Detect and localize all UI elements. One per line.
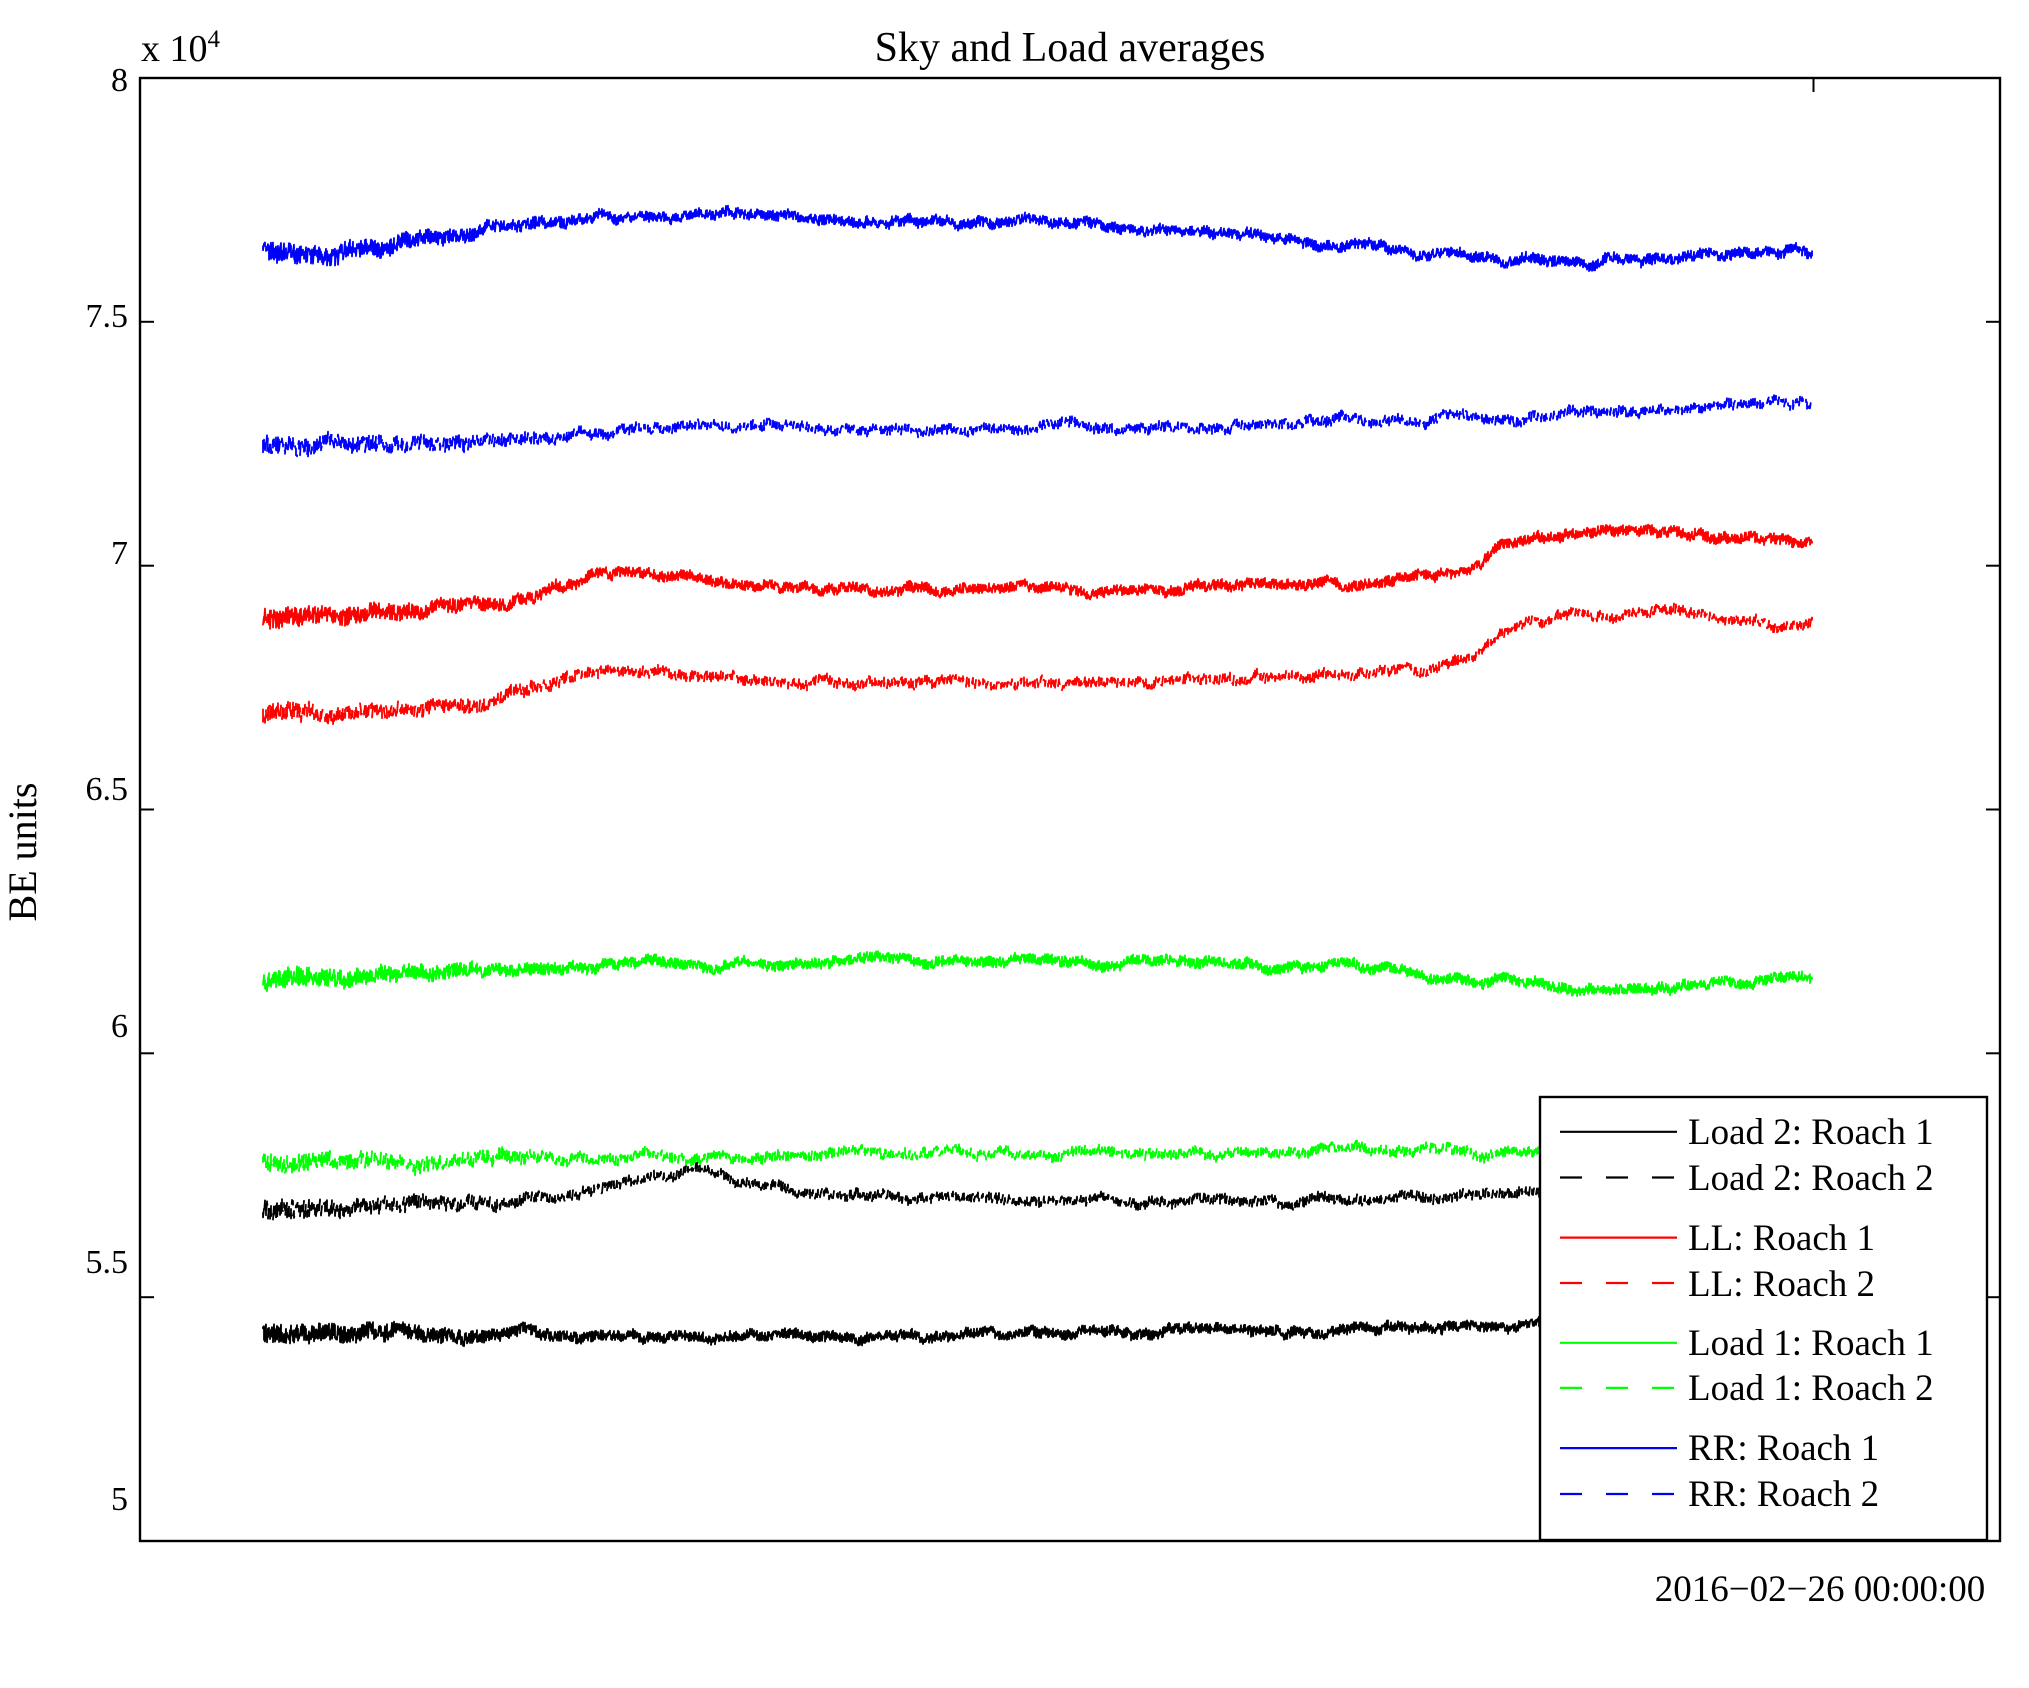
svg-text:6.5: 6.5 [86, 771, 129, 808]
svg-text:5: 5 [111, 1481, 128, 1518]
svg-text:LL: Roach 2: LL: Roach 2 [1688, 1264, 1875, 1305]
svg-text:5.5: 5.5 [86, 1244, 129, 1281]
svg-text:BE units: BE units [0, 783, 45, 922]
svg-text:Load 2: Roach 2: Load 2: Roach 2 [1688, 1158, 1934, 1199]
svg-text:Load 2: Roach 1: Load 2: Roach 1 [1688, 1112, 1934, 1153]
svg-text:8: 8 [111, 62, 128, 99]
svg-text:2016−02−26 00:00:00: 2016−02−26 00:00:00 [1655, 1569, 1986, 1610]
svg-text:Load 1: Roach 1: Load 1: Roach 1 [1688, 1323, 1934, 1364]
svg-text:7.5: 7.5 [86, 298, 129, 335]
svg-text:Load 1: Roach 2: Load 1: Roach 2 [1688, 1368, 1934, 1409]
svg-text:Sky and Load averages: Sky and Load averages [875, 25, 1266, 71]
svg-text:RR: Roach 1: RR: Roach 1 [1688, 1428, 1879, 1469]
svg-text:LL: Roach 1: LL: Roach 1 [1688, 1218, 1875, 1259]
svg-text:RR: Roach 2: RR: Roach 2 [1688, 1474, 1879, 1515]
svg-text:6: 6 [111, 1008, 128, 1045]
svg-text:7: 7 [111, 535, 128, 572]
